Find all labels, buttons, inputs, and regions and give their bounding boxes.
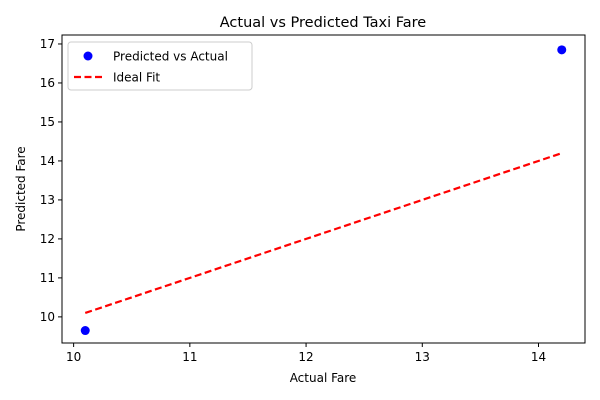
y-axis: 10 11 12 13 14 15 16 17	[40, 37, 62, 324]
x-tick-label: 11	[182, 350, 197, 364]
data-point	[557, 45, 567, 55]
legend-label-predicted: Predicted vs Actual	[113, 50, 228, 64]
y-tick-label: 15	[40, 115, 55, 129]
legend-label-ideal: Ideal Fit	[113, 71, 160, 85]
y-tick-label: 14	[40, 154, 55, 168]
legend-marker-predicted	[83, 51, 93, 61]
y-tick-label: 12	[40, 232, 55, 246]
x-tick-label: 14	[531, 350, 546, 364]
y-tick-label: 10	[40, 310, 55, 324]
y-axis-label: Predicted Fare	[14, 146, 28, 231]
x-axis: 10 11 12 13 14	[66, 343, 546, 364]
x-tick-label: 12	[298, 350, 313, 364]
x-tick-label: 13	[415, 350, 430, 364]
data-point	[80, 326, 90, 336]
y-tick-label: 17	[40, 37, 55, 51]
x-axis-label: Actual Fare	[290, 371, 357, 385]
x-tick-label: 10	[66, 350, 81, 364]
y-tick-label: 13	[40, 193, 55, 207]
series-layer	[80, 45, 567, 336]
chart-title: Actual vs Predicted Taxi Fare	[220, 15, 427, 31]
legend: Predicted vs Actual Ideal Fit	[67, 41, 253, 91]
y-tick-label: 16	[40, 76, 55, 90]
y-tick-label: 11	[40, 271, 55, 285]
legend-box	[67, 41, 253, 91]
